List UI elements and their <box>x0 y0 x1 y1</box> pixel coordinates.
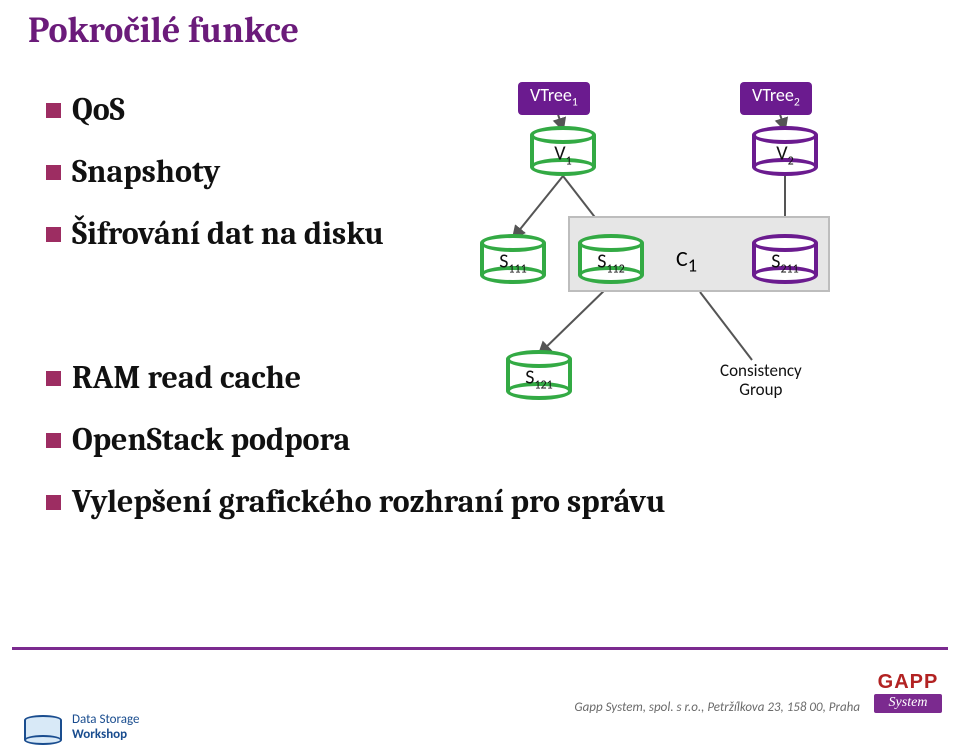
slide-title: Pokročilé funkce <box>28 10 299 51</box>
bullet-item: Snapshoty <box>40 152 470 192</box>
bullet-item: QoS <box>40 90 470 130</box>
bullet-text: OpenStack podpora <box>72 421 350 458</box>
bullet-text: Snapshoty <box>72 153 220 190</box>
dsw-cylinder-icon <box>24 715 62 745</box>
gapp-top: GAPP <box>874 671 942 694</box>
dsw-line1: Data Storage <box>72 713 140 728</box>
gapp-badge: GAPP System <box>874 671 942 713</box>
bullet-text: Vylepšení grafického rozhraní pro správu <box>72 483 665 520</box>
bullet-text: RAM read cache <box>72 359 301 396</box>
cylinder-v1: V1 <box>530 126 596 176</box>
bullet-text: QoS <box>72 91 125 128</box>
bullet-list-upper: QoS Snapshoty Šifrování dat na disku <box>40 90 470 276</box>
cylinder-s112: S112 <box>578 234 644 284</box>
footer-text: Gapp System, spol. s r.o., Petržílkova 2… <box>574 700 860 715</box>
cylinder-s211: S211 <box>752 234 818 284</box>
dsw-line2: Workshop <box>72 728 140 743</box>
bullet-item: OpenStack podpora <box>40 420 900 460</box>
bullet-item: Šifrování dat na disku <box>40 214 470 254</box>
vtree1-tag: VTree1 <box>518 82 590 115</box>
c1-label: C1 <box>676 245 697 276</box>
vtree-diagram: VTree1 VTree2 V1 V2 S111 S112 S211 S121 … <box>470 82 930 412</box>
gapp-bottom: System <box>874 694 942 713</box>
cg-line2: Group <box>739 379 782 400</box>
consistency-group-label: Consistency Group <box>720 362 802 399</box>
footer-divider <box>12 647 948 650</box>
bullet-item: Vylepšení grafického rozhraní pro správu <box>40 482 900 522</box>
footer: Data Storage Workshop Gapp System, spol.… <box>0 647 960 721</box>
vtree2-tag: VTree2 <box>740 82 812 115</box>
cylinder-s121: S121 <box>506 350 572 400</box>
bullet-text: Šifrování dat na disku <box>72 215 384 252</box>
cylinder-v2: V2 <box>752 126 818 176</box>
cylinder-s111: S111 <box>480 234 546 284</box>
